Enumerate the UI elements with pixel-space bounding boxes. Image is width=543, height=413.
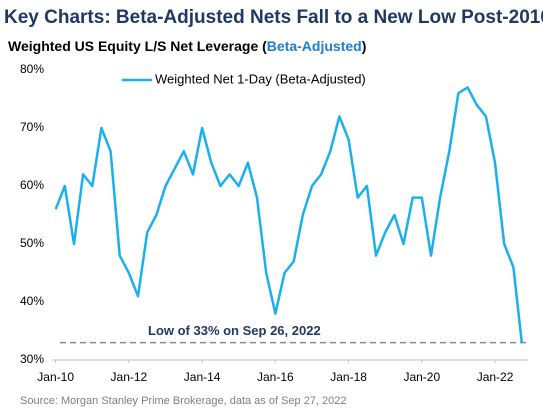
x-tick-label: Jan-22 [477, 370, 514, 384]
chart-title: Key Charts: Beta-Adjusted Nets Fall to a… [4, 7, 543, 28]
legend-label: Weighted Net 1-Day (Beta-Adjusted) [155, 71, 366, 86]
x-tick-label: Jan-12 [111, 370, 148, 384]
subtitle-part: Weighted US Equity L/S Net Leverage ( [8, 38, 267, 54]
y-tick-label: 60% [20, 178, 44, 192]
chart-subtitle: Weighted US Equity L/S Net Leverage (Bet… [8, 38, 366, 54]
annotation: Low of 33% on Sep 26, 2022 [148, 323, 321, 338]
y-tick-label: 40% [20, 294, 44, 308]
x-tick-label: Jan-18 [330, 370, 367, 384]
y-tick-label: 50% [20, 236, 44, 250]
source: Source: Morgan Stanley Prime Brokerage, … [20, 395, 347, 407]
y-tick-label: 80% [20, 62, 44, 76]
x-tick-label: Jan-20 [403, 370, 440, 384]
x-tick-label: Jan-10 [37, 370, 74, 384]
series-line [54, 86, 524, 343]
subtitle-highlight: Beta-Adjusted [267, 38, 362, 54]
x-tick-label: Jan-14 [184, 370, 221, 384]
x-tick-label: Jan-16 [257, 370, 294, 384]
y-tick-label: 30% [20, 352, 44, 366]
subtitle-part: ) [362, 38, 367, 54]
y-tick-label: 70% [20, 120, 44, 134]
